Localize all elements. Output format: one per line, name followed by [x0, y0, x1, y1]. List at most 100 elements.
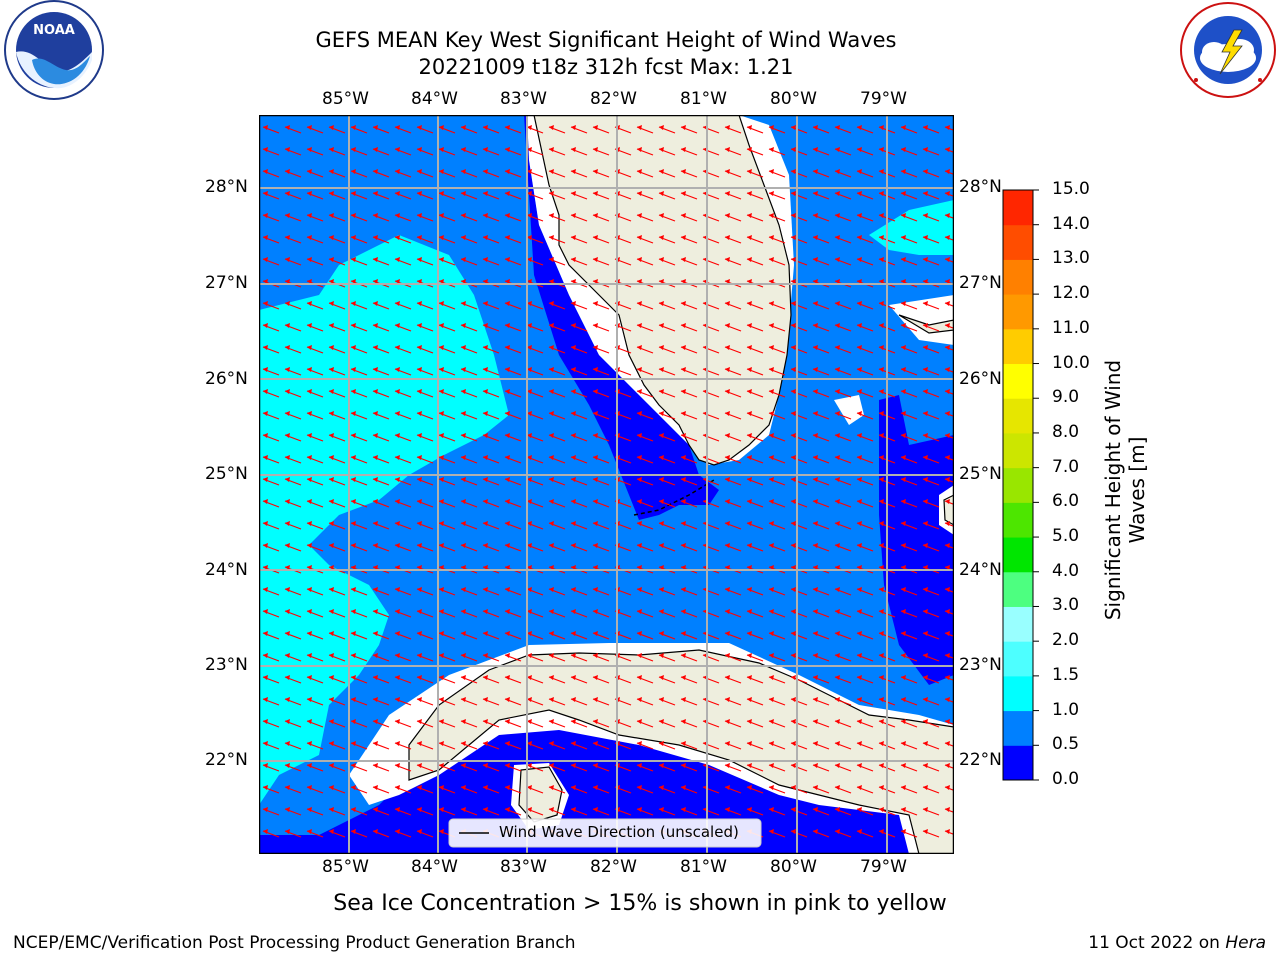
- wind-wave-arrowhead: [439, 587, 444, 592]
- wind-wave-arrowhead: [901, 125, 906, 130]
- wind-wave-arrowhead: [791, 147, 796, 152]
- wind-wave-arrowhead: [725, 213, 730, 218]
- colorbar-swatch: [1003, 328, 1033, 365]
- wind-wave-arrowhead: [923, 829, 928, 834]
- wind-wave-arrowhead: [637, 521, 642, 526]
- wind-wave-arrowhead: [835, 147, 840, 152]
- wind-wave-arrowhead: [571, 455, 576, 460]
- colorbar-swatch: [1003, 467, 1033, 503]
- wind-wave-arrowhead: [505, 257, 510, 262]
- wind-wave-arrowhead: [901, 213, 906, 218]
- wind-wave-arrowhead: [681, 741, 686, 746]
- wind-wave-arrowhead: [351, 257, 356, 262]
- wind-wave-arrowhead: [571, 279, 576, 284]
- wind-wave-arrowhead: [307, 587, 312, 592]
- wind-wave-arrowhead: [351, 411, 356, 416]
- wind-wave-arrowhead: [417, 279, 422, 284]
- wind-wave-arrowhead: [373, 345, 378, 350]
- wind-wave-arrowhead: [549, 323, 554, 328]
- wind-wave-arrowhead: [373, 213, 378, 218]
- wind-wave-arrowhead: [373, 631, 378, 636]
- wind-wave-arrowhead: [769, 345, 774, 350]
- wind-wave-arrowhead: [417, 807, 422, 812]
- wave-band-1.0-1.5-west: [259, 235, 509, 805]
- wind-wave-arrowhead: [417, 169, 422, 174]
- wind-wave-arrowhead: [725, 433, 730, 438]
- wind-wave-arrowhead: [637, 411, 642, 416]
- wind-wave-arrowhead: [923, 169, 928, 174]
- wind-wave-arrowhead: [813, 345, 818, 350]
- wind-wave-arrowhead: [681, 565, 686, 570]
- wind-wave-arrowhead: [395, 741, 400, 746]
- wind-wave-arrowhead: [725, 235, 730, 240]
- wind-wave-arrowhead: [329, 455, 334, 460]
- wind-wave-arrowhead: [593, 345, 598, 350]
- wind-wave-arrowhead: [505, 279, 510, 284]
- wind-wave-arrowhead: [857, 565, 862, 570]
- wind-wave-arrowhead: [329, 169, 334, 174]
- wind-wave-arrowhead: [923, 323, 928, 328]
- wind-wave-arrowhead: [483, 609, 488, 614]
- wind-wave-arrowhead: [945, 213, 950, 218]
- wind-wave-arrowhead: [439, 279, 444, 284]
- wind-wave-arrowhead: [351, 125, 356, 130]
- wind-wave-arrowhead: [351, 147, 356, 152]
- wind-wave-arrowhead: [439, 213, 444, 218]
- wind-wave-arrowhead: [813, 653, 818, 658]
- wind-wave-arrowhead: [879, 455, 884, 460]
- wind-wave-arrowhead: [263, 675, 268, 680]
- wind-wave-arrowhead: [263, 543, 268, 548]
- wind-wave-arrowhead: [769, 807, 774, 812]
- wind-wave-arrowhead: [439, 345, 444, 350]
- wind-wave-arrowhead: [571, 235, 576, 240]
- wind-wave-arrowhead: [725, 257, 730, 262]
- wind-wave-arrowhead: [747, 279, 752, 284]
- wind-wave-arrowhead: [505, 345, 510, 350]
- wind-wave-arrowhead: [681, 477, 686, 482]
- wind-wave-arrowhead: [505, 741, 510, 746]
- wind-wave-arrowhead: [791, 345, 796, 350]
- wind-wave-arrowhead: [307, 499, 312, 504]
- wind-wave-arrowhead: [637, 301, 642, 306]
- wind-wave-arrowhead: [373, 301, 378, 306]
- wind-wave-arrowhead: [307, 675, 312, 680]
- wind-wave-arrowhead: [791, 455, 796, 460]
- wind-wave-arrowhead: [285, 697, 290, 702]
- wind-wave-arrowhead: [923, 235, 928, 240]
- wind-wave-arrowhead: [901, 785, 906, 790]
- wind-wave-arrowhead: [439, 763, 444, 768]
- wind-wave-arrowhead: [439, 411, 444, 416]
- wind-wave-arrowhead: [637, 763, 642, 768]
- wind-wave-arrowhead: [945, 543, 950, 548]
- wind-wave-arrowhead: [483, 279, 488, 284]
- wind-wave-arrowhead: [769, 653, 774, 658]
- wind-wave-arrowhead: [681, 543, 686, 548]
- wind-wave-arrowhead: [395, 389, 400, 394]
- wind-wave-arrowhead: [505, 609, 510, 614]
- wind-wave-arrowhead: [351, 543, 356, 548]
- wind-wave-arrowhead: [505, 763, 510, 768]
- wind-wave-arrowhead: [439, 609, 444, 614]
- lon-label-top-80: 80°W: [770, 89, 817, 109]
- wind-wave-arrowhead: [483, 389, 488, 394]
- wind-wave-arrowhead: [373, 323, 378, 328]
- wind-wave-arrowhead: [681, 147, 686, 152]
- wind-wave-arrowhead: [593, 543, 598, 548]
- lon-label-bottom-83: 83°W: [500, 857, 547, 877]
- wind-wave-arrowhead: [747, 631, 752, 636]
- wind-wave-arrowhead: [879, 543, 884, 548]
- map-title-line1: GEFS MEAN Key West Significant Height of…: [315, 28, 897, 52]
- wind-wave-arrowhead: [549, 257, 554, 262]
- wind-wave-arrowhead: [659, 763, 664, 768]
- colorbar-tick-label: 15.0: [1052, 179, 1090, 199]
- wind-wave-arrowhead: [329, 301, 334, 306]
- wind-wave-arrowhead: [901, 367, 906, 372]
- wind-wave-arrowhead: [769, 213, 774, 218]
- wind-wave-arrowhead: [395, 719, 400, 724]
- wind-wave-arrowhead: [329, 785, 334, 790]
- wind-wave-arrowhead: [307, 125, 312, 130]
- wind-wave-arrowhead: [307, 565, 312, 570]
- wind-wave-arrowhead: [505, 411, 510, 416]
- wind-wave-arrowhead: [505, 433, 510, 438]
- wind-wave-arrowhead: [351, 499, 356, 504]
